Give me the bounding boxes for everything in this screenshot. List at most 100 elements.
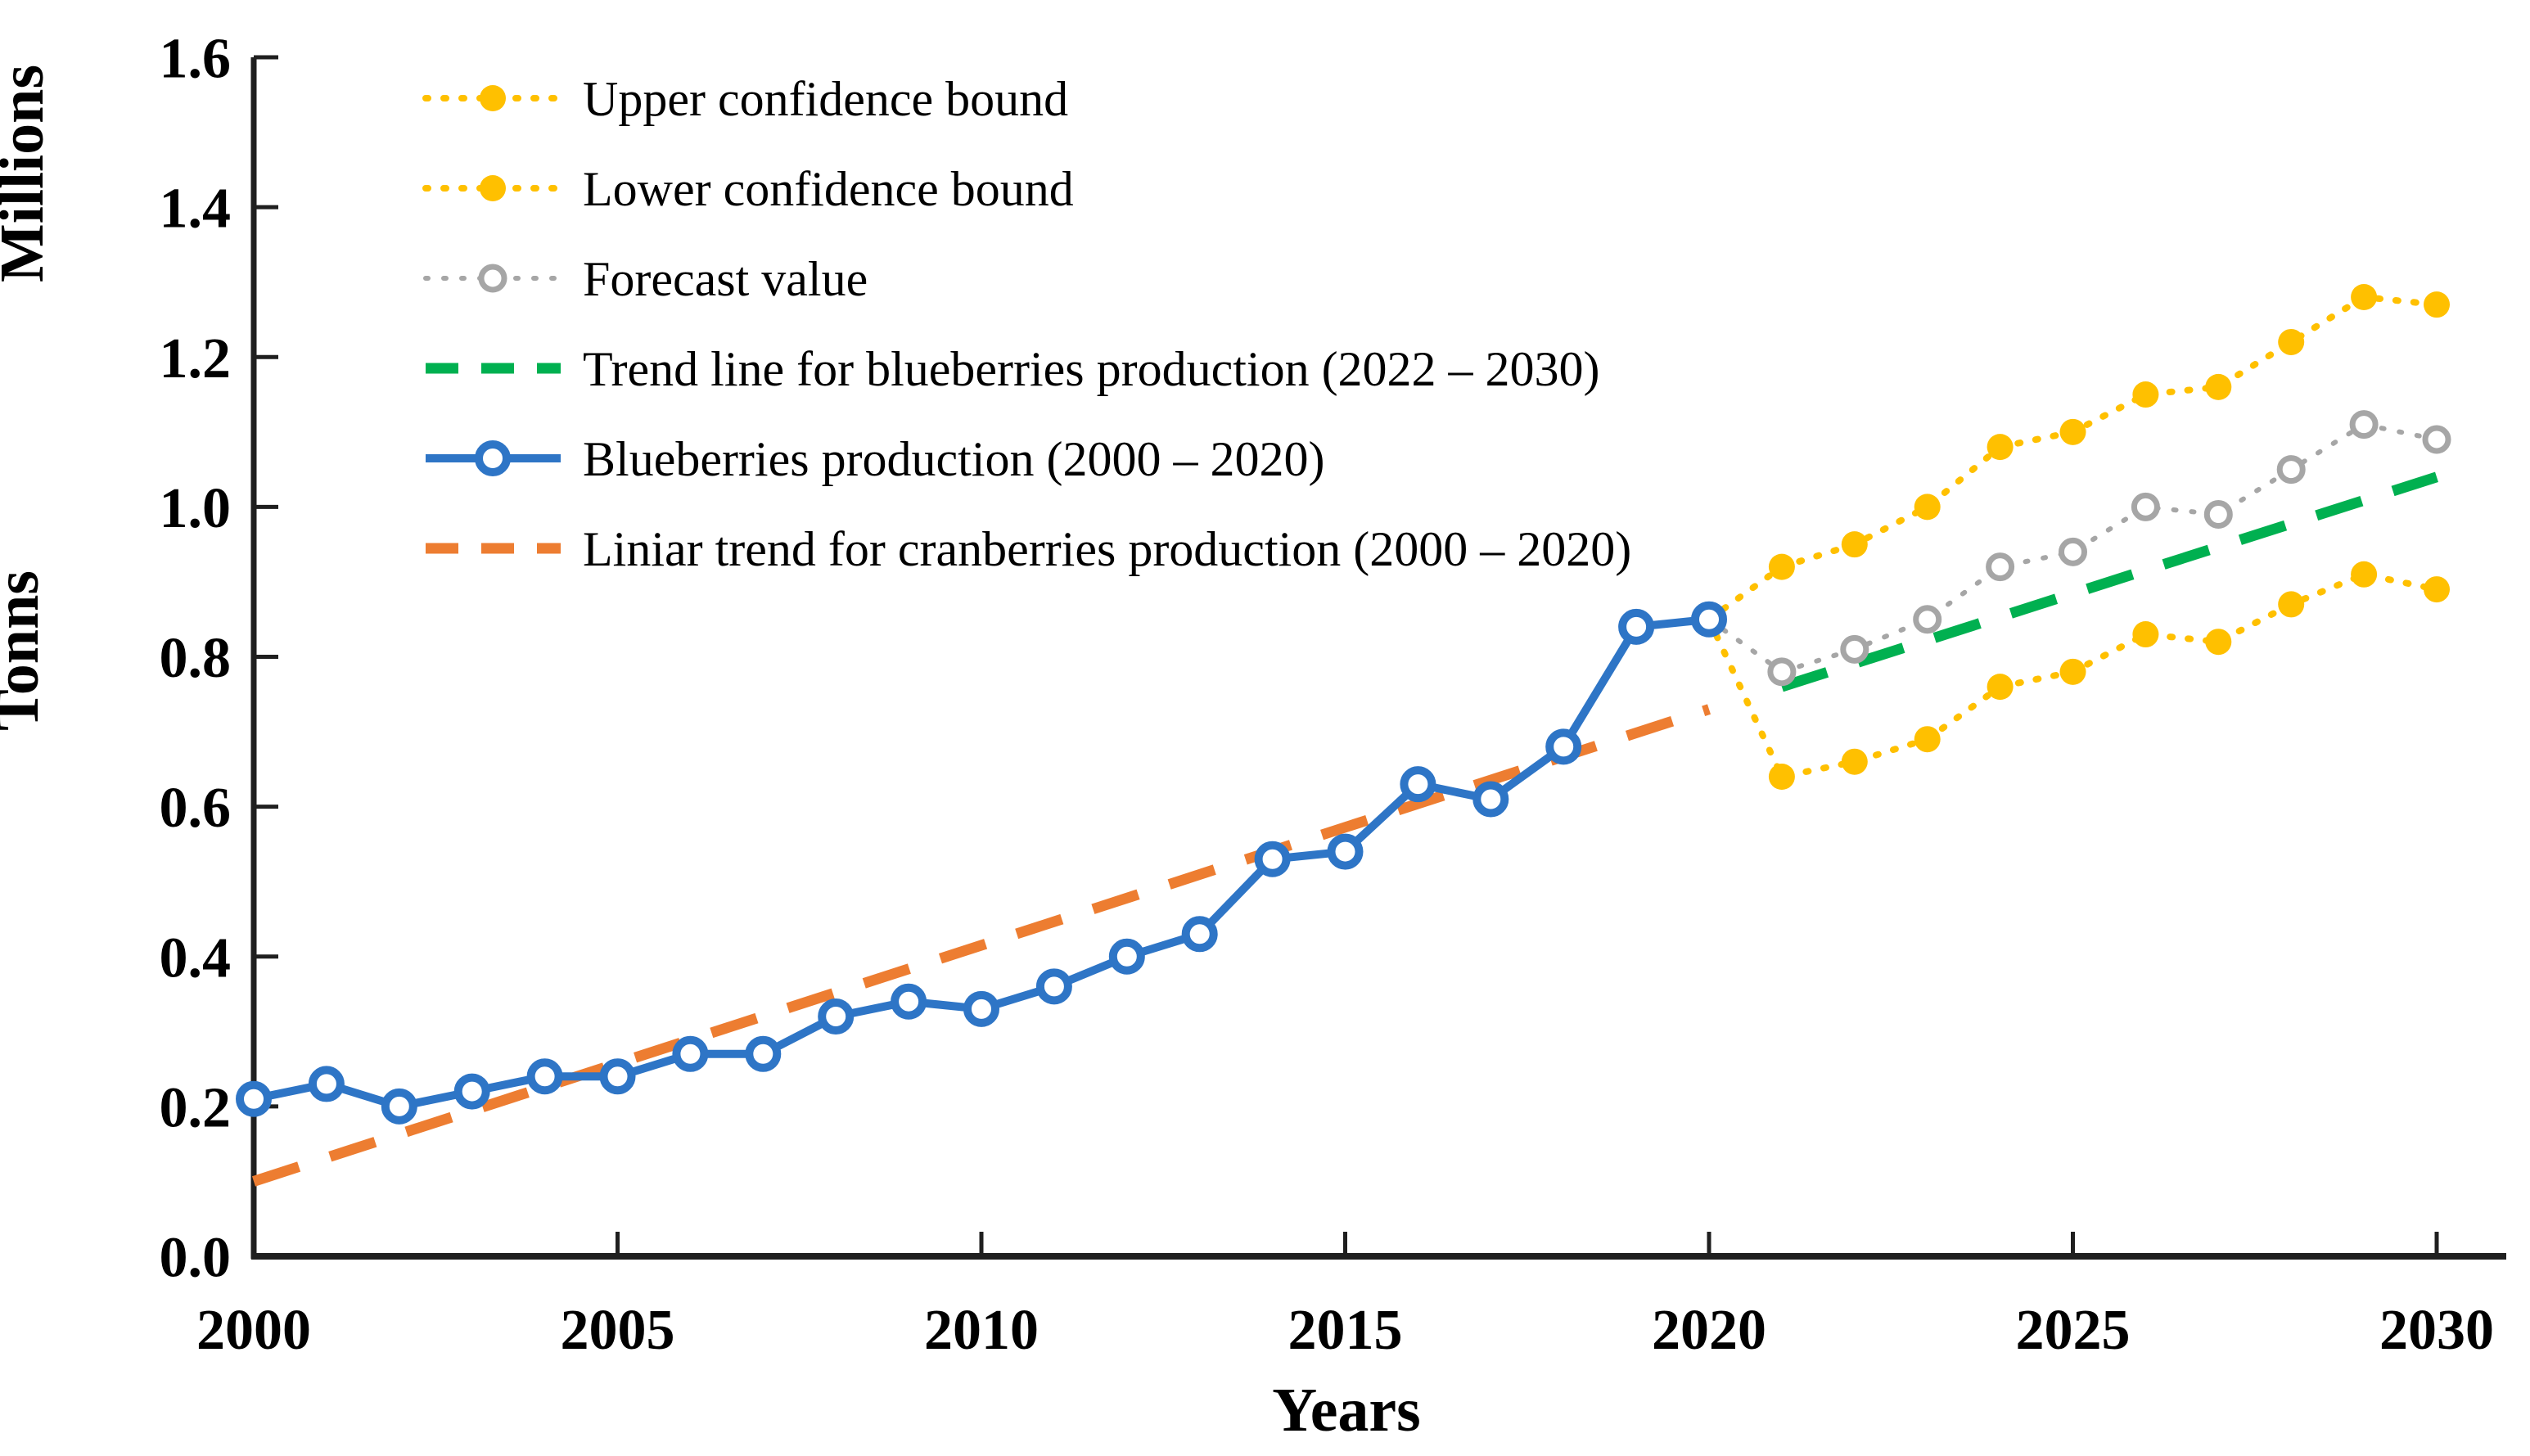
- y-tick-label: 0.0: [160, 1227, 232, 1290]
- legend-sample-marker: [475, 440, 511, 476]
- data-point: [1913, 605, 1942, 634]
- y-axis-unit-label: Millions: [0, 65, 56, 282]
- y-tick-label: 1.2: [160, 327, 232, 390]
- data-point: [745, 1035, 782, 1072]
- data-point: [1768, 764, 1795, 790]
- series-layer: [236, 284, 2451, 1187]
- data-point: [1987, 674, 2014, 701]
- legend-item-label: Upper confidence bound: [583, 72, 1068, 126]
- series-forecast-value: [1707, 410, 2451, 687]
- legend-item-blueberries-production-2000-2020: Blueberries production (2000 – 2020): [426, 432, 1324, 486]
- x-tick-label: 2025: [2016, 1299, 2131, 1362]
- legend-item-label: Liniar trend for cranberries production …: [583, 522, 1631, 576]
- y-tick-label: 0.8: [160, 627, 232, 690]
- series-blueberries-production-2000-2020: [236, 601, 1727, 1125]
- x-tick-label: 2030: [2379, 1299, 2494, 1362]
- y-axis-title: Tonns: [0, 570, 52, 731]
- x-axis-title: Years: [1272, 1376, 1421, 1445]
- data-point: [891, 983, 927, 1020]
- data-point: [2059, 537, 2087, 566]
- x-tick-label: 2010: [924, 1299, 1039, 1362]
- x-tick-label: 2005: [561, 1299, 675, 1362]
- series-line: [1779, 471, 2438, 692]
- data-point: [2422, 425, 2451, 454]
- data-point: [1400, 766, 1436, 803]
- data-point: [2205, 629, 2232, 656]
- legend: Upper confidence bound Lower confidence b…: [422, 72, 1631, 576]
- data-point: [1986, 552, 2015, 582]
- data-point: [2351, 561, 2378, 588]
- y-tick-label: 0.6: [160, 777, 232, 840]
- data-point: [1618, 608, 1655, 645]
- data-point: [381, 1088, 417, 1125]
- legend-item-label: Trend line for blueberries production (2…: [583, 342, 1600, 396]
- x-tick-label: 2020: [1652, 1299, 1766, 1362]
- data-point: [1254, 841, 1291, 877]
- data-point: [2349, 410, 2379, 440]
- series-trend-line-for-blueberries-production-2022-2030: [1779, 471, 2438, 692]
- y-tick-label: 1.6: [160, 28, 232, 91]
- data-point: [1035, 968, 1072, 1005]
- series-line: [1706, 293, 2440, 623]
- legend-item-lower-confidence-bound: Lower confidence bound: [422, 162, 1074, 216]
- series-liniar-trend-for-cranberries-production-2000-2020: [251, 704, 1711, 1187]
- data-point: [2059, 658, 2086, 685]
- y-tick-label: 0.4: [160, 926, 232, 989]
- y-tick-label: 0.2: [160, 1076, 232, 1139]
- data-point: [1914, 494, 1941, 521]
- data-point: [2131, 492, 2160, 521]
- data-point: [672, 1035, 709, 1072]
- series-upper-confidence-bound: [1706, 284, 2450, 623]
- data-point: [1768, 553, 1795, 580]
- y-tick-label: 1.4: [160, 178, 232, 241]
- data-point: [2132, 381, 2159, 408]
- data-point: [526, 1058, 563, 1095]
- data-point: [1108, 938, 1145, 975]
- data-point: [1841, 748, 1868, 775]
- series-line: [251, 704, 1711, 1187]
- legend-sample-marker: [480, 175, 506, 201]
- legend-item-label: Blueberries production (2000 – 2020): [583, 432, 1324, 486]
- data-point: [1545, 728, 1582, 765]
- data-point: [2132, 621, 2159, 648]
- data-point: [2351, 284, 2378, 310]
- data-point: [1767, 657, 1797, 687]
- data-point: [599, 1058, 636, 1095]
- data-point: [1691, 601, 1727, 638]
- legend-item-forecast-value: Forecast value: [423, 252, 868, 306]
- data-point: [2059, 418, 2086, 445]
- series-line: [252, 615, 1710, 1111]
- data-point: [2424, 576, 2450, 603]
- data-point: [1840, 634, 1869, 664]
- data-point: [2278, 591, 2305, 618]
- legend-item-label: Forecast value: [583, 252, 868, 306]
- y-tick-label: 1.0: [160, 477, 232, 540]
- data-point: [1841, 531, 1868, 558]
- legend-item-trend-line-for-blueberries-production-2022-2030: Trend line for blueberries production (2…: [426, 342, 1600, 396]
- data-point: [2424, 291, 2450, 318]
- data-point: [308, 1066, 345, 1102]
- data-point: [1181, 916, 1218, 953]
- x-tick-label: 2015: [1288, 1299, 1403, 1362]
- data-point: [818, 998, 855, 1035]
- legend-item-liniar-trend-for-cranberries-production-2000-2020: Liniar trend for cranberries production …: [426, 522, 1631, 576]
- data-point: [2278, 328, 2305, 355]
- legend-sample-marker: [480, 85, 506, 111]
- series-lower-confidence-bound: [1706, 561, 2450, 790]
- data-point: [1472, 781, 1509, 818]
- data-point: [1914, 726, 1941, 753]
- legend-item-upper-confidence-bound: Upper confidence bound: [422, 72, 1068, 126]
- data-point: [2276, 455, 2306, 485]
- data-point: [1327, 833, 1364, 870]
- axes: 0.0 0.2 0.4 0.6 0.8 1.0 1.2 1.4 1.6 2000 2005 2010 2…: [160, 28, 2506, 1362]
- x-tick-label: 2000: [196, 1299, 311, 1362]
- data-point: [963, 990, 999, 1027]
- data-point: [236, 1080, 272, 1117]
- data-point: [453, 1073, 490, 1110]
- data-point: [2203, 500, 2233, 530]
- data-point: [1987, 434, 2014, 461]
- data-point: [2205, 373, 2232, 400]
- legend-item-label: Lower confidence bound: [583, 162, 1074, 216]
